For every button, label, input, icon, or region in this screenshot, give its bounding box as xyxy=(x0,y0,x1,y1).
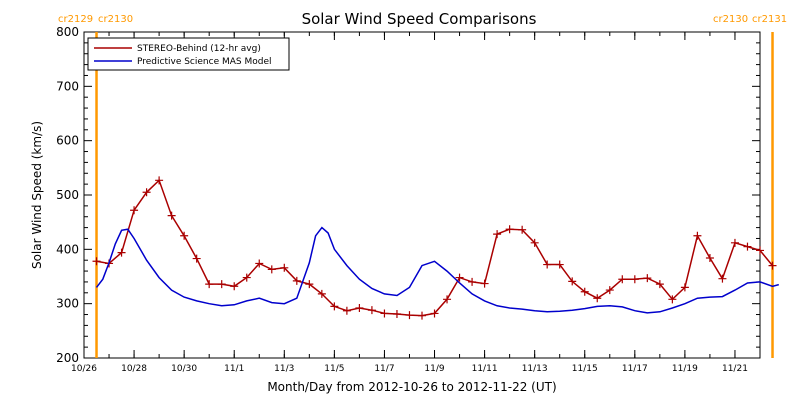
data-point-stereo xyxy=(430,309,439,318)
y-tick-label-200: 200 xyxy=(56,351,79,365)
chart-title: Solar Wind Speed Comparisons xyxy=(302,10,537,28)
y-axis-label: Solar Wind Speed (km/s) xyxy=(30,121,44,269)
data-point-stereo xyxy=(756,246,764,255)
plot-area: 200 300 400 500 600 700 800 10/26 10/28 10/30 11/1… xyxy=(56,25,779,374)
x-tick-label-11/5: 11/5 xyxy=(324,364,344,374)
data-point-stereo xyxy=(605,286,614,295)
x-tick-label-11/3: 11/3 xyxy=(274,364,294,374)
data-point-stereo xyxy=(267,265,276,274)
carrington-label-right-2: cr2131 xyxy=(752,14,787,25)
data-point-stereo xyxy=(342,306,351,315)
data-point-stereo xyxy=(455,273,464,282)
x-tick-label-11/1: 11/1 xyxy=(224,364,244,374)
data-point-stereo xyxy=(180,231,189,240)
data-point-stereo xyxy=(593,294,602,303)
data-point-stereo xyxy=(155,176,164,185)
carrington-label-right-1: cr2130 xyxy=(98,14,133,25)
x-tick-label-11/11: 11/11 xyxy=(472,364,498,374)
data-point-stereo xyxy=(468,277,477,286)
data-point-stereo xyxy=(418,311,426,320)
data-point-stereo xyxy=(555,260,564,269)
data-point-stereo xyxy=(443,295,452,304)
y-tick-label-400: 400 xyxy=(56,242,79,256)
x-tick-label-11/9: 11/9 xyxy=(424,364,444,374)
plot-frame xyxy=(83,31,761,359)
data-point-stereo xyxy=(768,261,777,270)
data-point-stereo xyxy=(543,260,552,269)
x-tick-label-11/13: 11/13 xyxy=(522,364,548,374)
data-point-stereo xyxy=(668,295,677,304)
data-point-stereo xyxy=(380,309,389,318)
x-tick-label-11/7: 11/7 xyxy=(374,364,394,374)
data-point-stereo xyxy=(330,302,339,311)
data-point-stereo xyxy=(680,283,689,292)
y-tick-label-800: 800 xyxy=(56,25,79,39)
data-point-stereo xyxy=(367,306,376,315)
x-tick-label-10/30: 10/30 xyxy=(171,364,197,374)
y-tick-label-300: 300 xyxy=(56,297,79,311)
data-point-stereo xyxy=(743,242,752,251)
legend-label-mas-model: Predictive Science MAS Model xyxy=(137,57,272,67)
data-point-stereo xyxy=(530,238,539,247)
data-point-stereo xyxy=(117,248,126,257)
x-tick-label-11/21: 11/21 xyxy=(722,364,748,374)
data-point-stereo xyxy=(718,274,727,283)
legend-box xyxy=(87,37,290,71)
series-line-stereo xyxy=(96,178,774,317)
data-point-stereo xyxy=(568,277,577,286)
x-tick-label-11/19: 11/19 xyxy=(672,364,698,374)
data-point-stereo xyxy=(205,280,214,289)
y-tick-label-600: 600 xyxy=(56,134,79,148)
data-point-stereo xyxy=(392,309,401,318)
data-point-stereo xyxy=(693,231,702,240)
data-point-stereo xyxy=(655,280,664,289)
y-tick-label-700: 700 xyxy=(56,79,79,93)
data-point-stereo xyxy=(255,259,264,268)
data-point-stereo xyxy=(92,257,101,266)
data-point-stereo xyxy=(280,263,289,272)
data-point-stereo xyxy=(505,225,514,234)
data-point-stereo xyxy=(493,230,502,239)
data-point-stereo xyxy=(355,304,364,313)
data-point-stereo xyxy=(217,280,226,289)
x-tick-label-10/28: 10/28 xyxy=(121,364,147,374)
legend-label-stereo: STEREO-Behind (12-hr avg) xyxy=(137,44,261,54)
data-point-stereo xyxy=(705,254,714,263)
data-point-stereo xyxy=(192,254,201,263)
data-point-stereo xyxy=(142,188,151,197)
series-line-mas-model xyxy=(95,226,779,314)
data-point-stereo xyxy=(618,275,627,284)
data-point-stereo xyxy=(230,282,239,291)
data-point-stereo xyxy=(130,206,139,215)
data-point-stereo xyxy=(167,211,176,220)
data-point-stereo xyxy=(242,273,251,282)
data-point-stereo xyxy=(405,311,414,320)
data-point-stereo xyxy=(630,275,639,284)
data-point-stereo xyxy=(643,274,652,283)
x-tick-label-11/17: 11/17 xyxy=(622,364,648,374)
data-point-stereo xyxy=(580,287,589,296)
x-axis-label: Month/Day from 2012-10-26 to 2012-11-22 … xyxy=(267,380,556,394)
data-point-stereo xyxy=(518,225,527,234)
y-tick-label-500: 500 xyxy=(56,188,79,202)
carrington-label-left-2: cr2130 xyxy=(713,14,748,25)
legend: STEREO-Behind (12-hr avg) Predictive Sci… xyxy=(87,37,290,71)
carrington-label-left-1: cr2129 xyxy=(58,14,93,25)
data-point-stereo xyxy=(292,276,301,285)
data-point-stereo xyxy=(317,289,326,298)
data-point-stereo xyxy=(305,280,314,289)
data-point-stereo xyxy=(730,238,739,247)
data-point-stereo xyxy=(480,279,489,288)
x-tick-label-11/15: 11/15 xyxy=(572,364,598,374)
x-tick-label-10/26: 10/26 xyxy=(71,364,97,374)
